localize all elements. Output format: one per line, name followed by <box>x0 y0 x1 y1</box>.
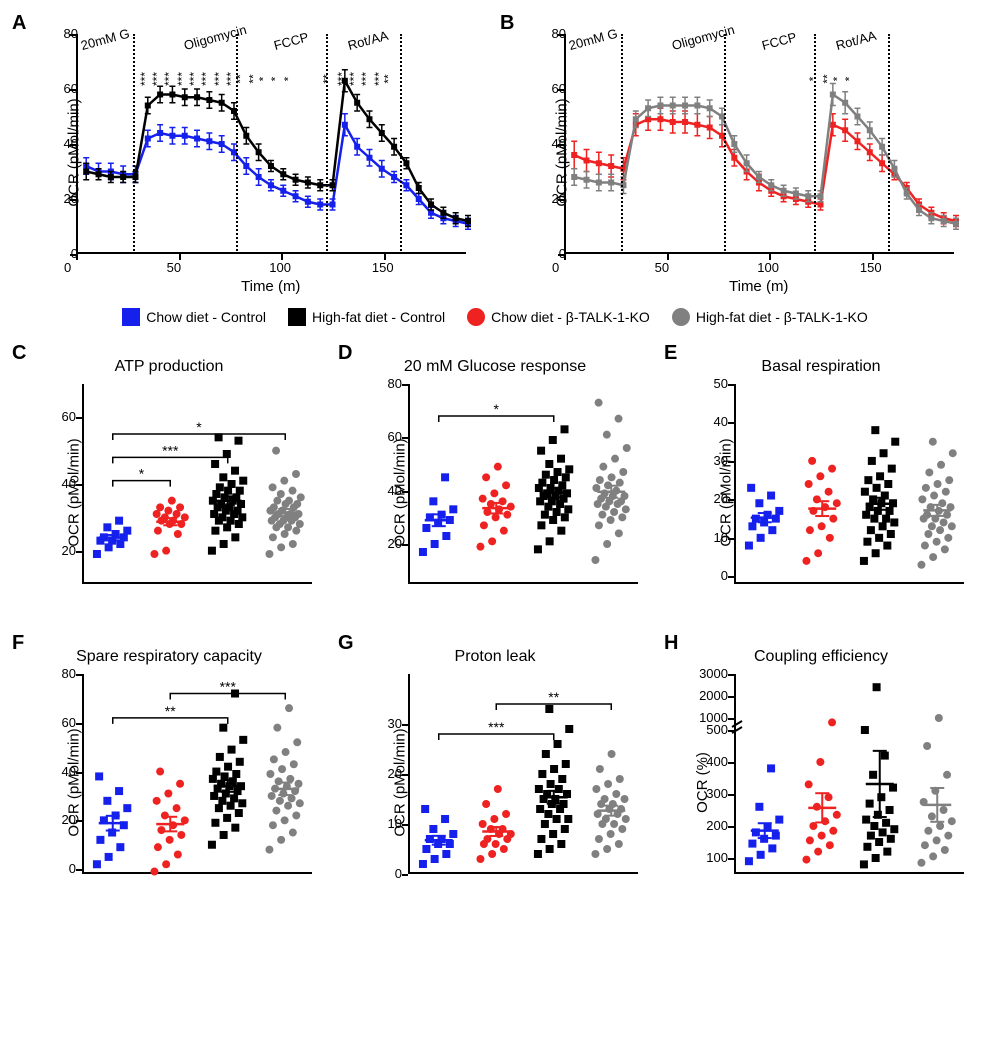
legend-item: Chow diet - β-TALK-1-KO <box>467 308 650 326</box>
legend-swatch <box>672 308 690 326</box>
bottom-row: F Spare respiratory capacity *****020406… <box>10 630 980 910</box>
panel-b: B 02040608005010015020mM GOligomycinFCCP… <box>498 10 976 300</box>
svg-text:***: *** <box>488 719 505 735</box>
svg-text:*: * <box>494 401 500 417</box>
panel-title-d: 20 mM Glucose response <box>336 358 654 376</box>
legend-swatch <box>288 308 306 326</box>
middle-row: C ATP production *****204060OCR (pMol/mi… <box>10 340 980 620</box>
svg-text:***: *** <box>162 442 179 458</box>
svg-text:***: *** <box>220 679 237 695</box>
panel-title-e: Basal respiration <box>662 358 980 376</box>
legend-label: High-fat diet - Control <box>312 309 445 325</box>
panel-title-g: Proton leak <box>336 648 654 666</box>
legend-item: High-fat diet - Control <box>288 308 445 326</box>
legend-swatch <box>122 308 140 326</box>
svg-text:*: * <box>139 466 145 482</box>
legend-label: Chow diet - Control <box>146 309 266 325</box>
panel-title-f: Spare respiratory capacity <box>10 648 328 666</box>
panel-f: F Spare respiratory capacity *****020406… <box>10 630 328 910</box>
legend-label: High-fat diet - β-TALK-1-KO <box>696 309 868 325</box>
panel-label-a: A <box>12 12 26 35</box>
panel-title-h: Coupling efficiency <box>662 648 980 666</box>
legend-item: Chow diet - Control <box>122 308 266 326</box>
legend: Chow diet - Control High-fat diet - Contr… <box>10 308 980 326</box>
figure-container: A 02040608005010015020mM GOligomycinFCCP… <box>10 10 980 910</box>
legend-swatch <box>467 308 485 326</box>
panel-c: C ATP production *****204060OCR (pMol/mi… <box>10 340 328 620</box>
svg-text:*: * <box>196 419 202 435</box>
panel-g: G Proton leak *****0102030OCR (pMol/min) <box>336 630 654 910</box>
panel-a: A 02040608005010015020mM GOligomycinFCCP… <box>10 10 488 300</box>
panel-label-b: B <box>500 12 514 35</box>
svg-text:**: ** <box>165 703 176 719</box>
panel-title-c: ATP production <box>10 358 328 376</box>
panel-e: E Basal respiration 01020304050OCR (pMol… <box>662 340 980 620</box>
legend-label: Chow diet - β-TALK-1-KO <box>491 309 650 325</box>
svg-text:**: ** <box>548 689 559 705</box>
legend-item: High-fat diet - β-TALK-1-KO <box>672 308 868 326</box>
panel-h: H Coupling efficiency 100200300400500100… <box>662 630 980 910</box>
top-row: A 02040608005010015020mM GOligomycinFCCP… <box>10 10 980 300</box>
panel-d: D 20 mM Glucose response *20406080OCR (p… <box>336 340 654 620</box>
